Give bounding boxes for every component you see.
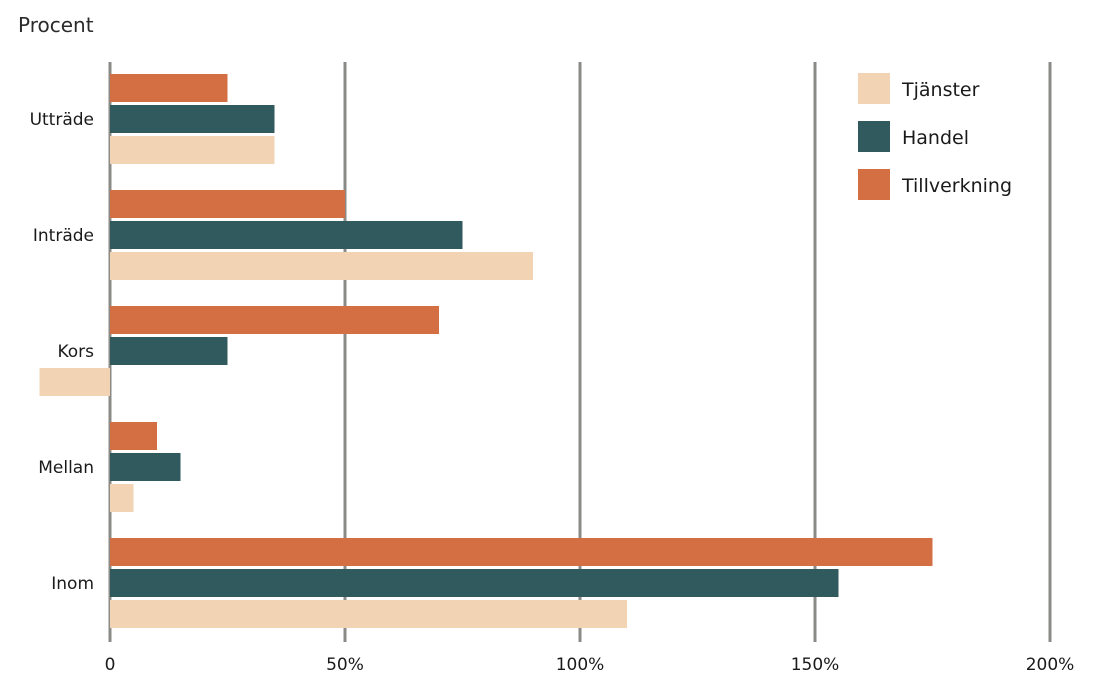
bar-inom-tillverkning bbox=[110, 538, 933, 566]
bar-intrade-tillverkning bbox=[110, 190, 345, 218]
bar-mellan-tillverkning bbox=[110, 422, 157, 450]
x-tick-label-100: 100% bbox=[556, 655, 605, 675]
legend-label-handel: Handel bbox=[902, 127, 969, 149]
x-tick-label-200: 200% bbox=[1026, 655, 1075, 675]
legend-label-tjanster: Tjänster bbox=[901, 79, 980, 101]
bar-uttrade-tillverkning bbox=[110, 74, 228, 102]
x-tick-label-150: 150% bbox=[791, 655, 840, 675]
category-label-uttrade: Utträde bbox=[30, 110, 94, 130]
bar-uttrade-tjanster bbox=[110, 136, 275, 164]
unit-label: Procent bbox=[18, 13, 94, 37]
x-tick-label-0: 0 bbox=[105, 655, 116, 675]
x-tick-label-50: 50% bbox=[326, 655, 364, 675]
legend-label-tillverkning: Tillverkning bbox=[901, 175, 1012, 197]
category-label-intrade: Inträde bbox=[33, 226, 94, 246]
bar-uttrade-handel bbox=[110, 105, 275, 133]
bar-kors-handel bbox=[110, 337, 228, 365]
bars bbox=[39, 74, 933, 628]
bar-mellan-tjanster bbox=[110, 484, 134, 512]
category-label-mellan: Mellan bbox=[38, 458, 94, 478]
x-tick-labels: 0 50% 100% 150% 200% bbox=[105, 655, 1075, 675]
category-label-kors: Kors bbox=[57, 342, 94, 362]
legend-swatch-handel bbox=[858, 121, 890, 152]
legend-swatch-tillverkning bbox=[858, 169, 890, 200]
legend: Tjänster Handel Tillverkning bbox=[858, 73, 1012, 200]
bar-inom-tjanster bbox=[110, 600, 627, 628]
bar-inom-handel bbox=[110, 569, 839, 597]
legend-swatch-tjanster bbox=[858, 73, 890, 104]
bar-intrade-handel bbox=[110, 221, 463, 249]
bar-mellan-handel bbox=[110, 453, 181, 481]
category-label-inom: Inom bbox=[51, 574, 94, 594]
category-labels: Utträde Inträde Kors Mellan Inom bbox=[30, 110, 95, 594]
bar-intrade-tjanster bbox=[110, 252, 533, 280]
bar-kors-tillverkning bbox=[110, 306, 439, 334]
bar-kors-tjanster bbox=[39, 368, 110, 396]
